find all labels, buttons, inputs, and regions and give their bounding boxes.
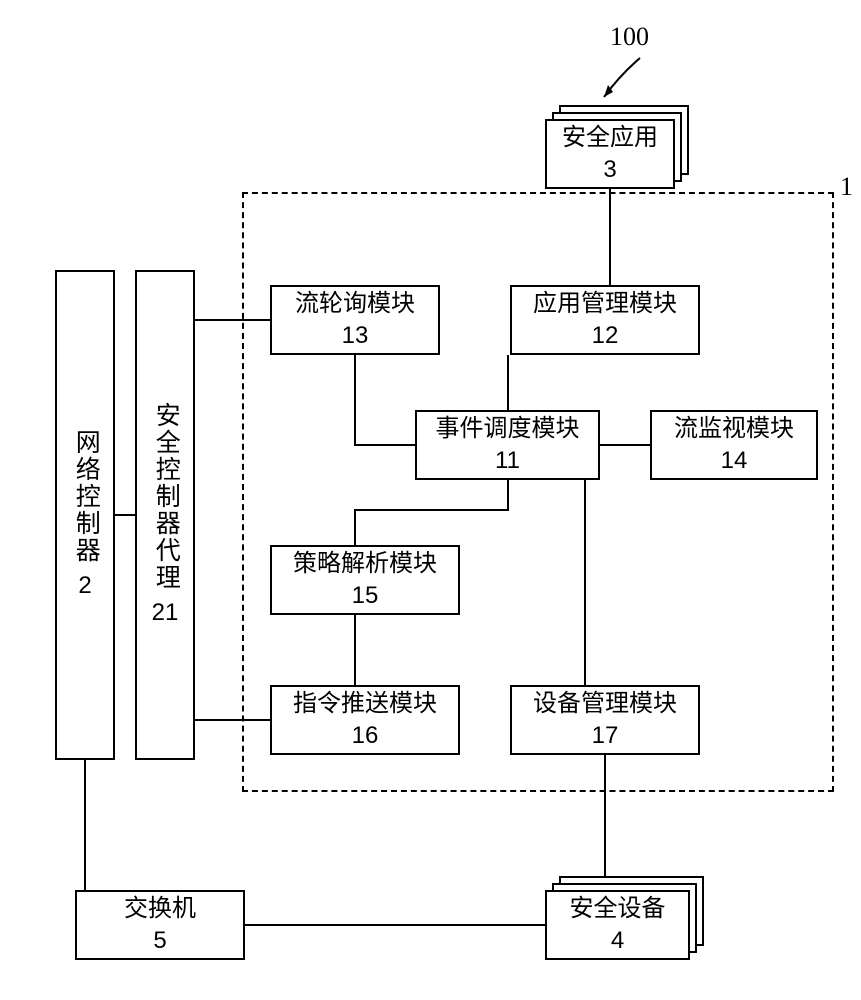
instruction-push-label: 指令推送模块 — [293, 689, 437, 720]
security-controller-container-label: 1 — [840, 172, 853, 202]
device-management-label: 设备管理模块 — [533, 689, 677, 720]
device-management-box: 设备管理模块 17 — [510, 685, 700, 755]
switch-label: 交换机 — [124, 894, 196, 925]
diagram-canvas: 100 1 安全应用 3 — [0, 0, 861, 1000]
app-management-label: 应用管理模块 — [533, 289, 677, 320]
network-controller-number: 2 — [78, 570, 91, 601]
security-device-number: 4 — [611, 925, 624, 956]
event-scheduling-number: 11 — [495, 445, 520, 476]
policy-parsing-box: 策略解析模块 15 — [270, 545, 460, 615]
switch-number: 5 — [153, 925, 166, 956]
instruction-push-number: 16 — [352, 720, 379, 751]
container-label-text: 1 — [840, 172, 853, 201]
flow-polling-number: 13 — [342, 320, 369, 351]
device-management-number: 17 — [592, 720, 619, 751]
flow-monitoring-number: 14 — [721, 445, 748, 476]
event-scheduling-box: 事件调度模块 11 — [415, 410, 600, 480]
security-app-stack: 安全应用 3 — [545, 105, 689, 189]
switch-box: 交换机 5 — [75, 890, 245, 960]
security-device-stack: 安全设备 4 — [545, 876, 704, 960]
app-management-number: 12 — [592, 320, 619, 351]
policy-parsing-number: 15 — [352, 580, 379, 611]
flow-polling-label: 流轮询模块 — [295, 289, 415, 320]
security-controller-agent-number: 21 — [152, 597, 179, 628]
network-controller-label: 网络控制器 — [69, 429, 102, 564]
instruction-push-box: 指令推送模块 16 — [270, 685, 460, 755]
security-controller-agent-label: 安全控制器代理 — [149, 402, 182, 591]
policy-parsing-label: 策略解析模块 — [293, 549, 437, 580]
flow-monitoring-label: 流监视模块 — [674, 414, 794, 445]
app-management-box: 应用管理模块 12 — [510, 285, 700, 355]
security-controller-agent-box: 安全控制器代理 21 — [135, 270, 195, 760]
flow-polling-box: 流轮询模块 13 — [270, 285, 440, 355]
security-app-number: 3 — [603, 154, 616, 185]
security-device-label: 安全设备 — [570, 894, 666, 925]
event-scheduling-label: 事件调度模块 — [436, 414, 580, 445]
flow-monitoring-box: 流监视模块 14 — [650, 410, 818, 480]
security-app-label: 安全应用 — [562, 123, 658, 154]
network-controller-box: 网络控制器 2 — [55, 270, 115, 760]
